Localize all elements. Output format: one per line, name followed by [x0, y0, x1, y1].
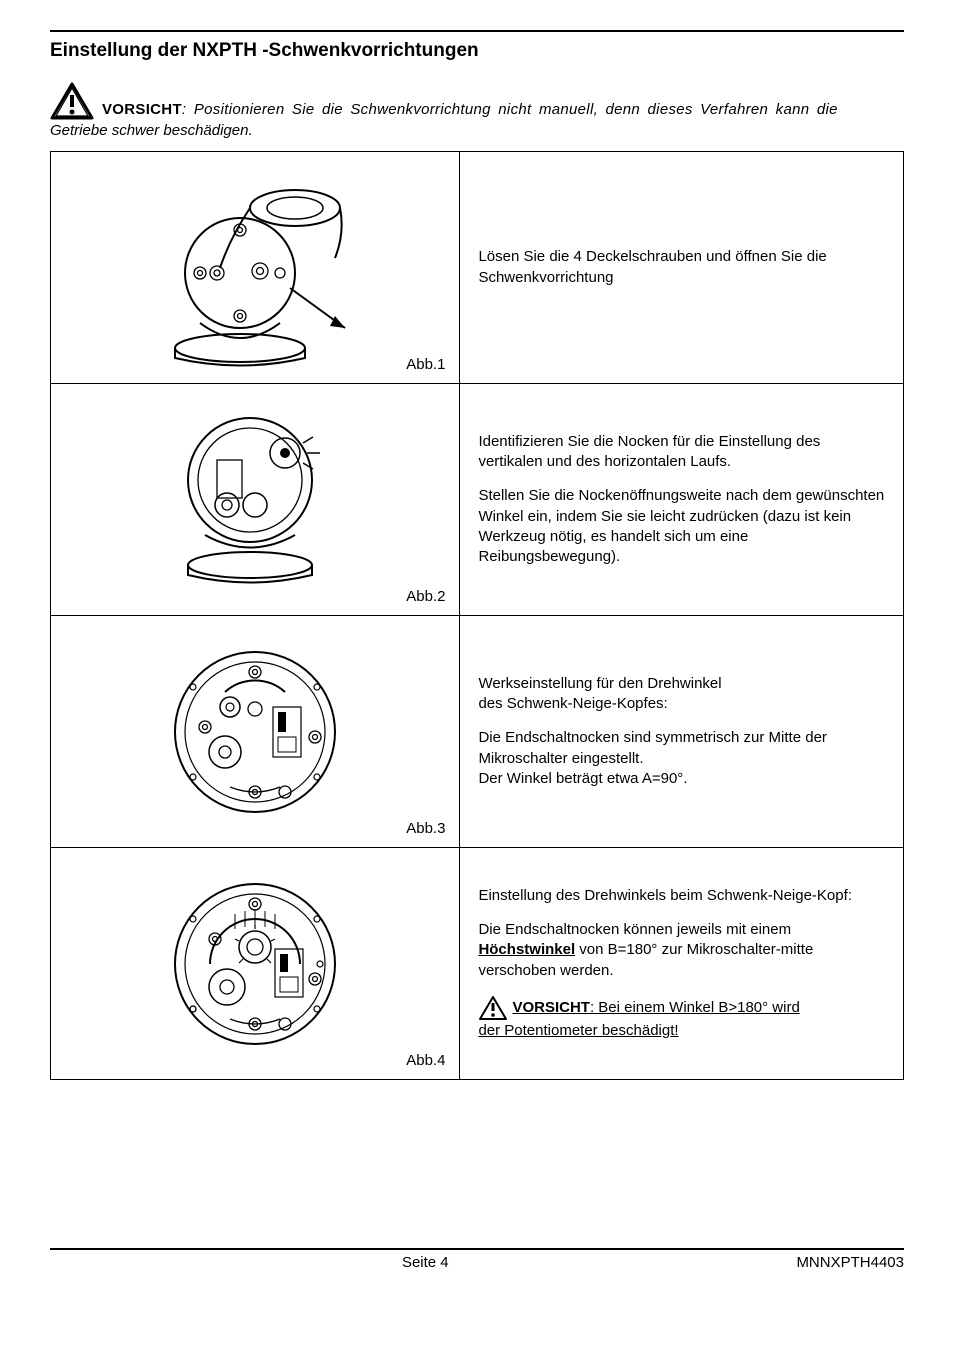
- instruction-text: Einstellung des Drehwinkels beim Schwenk…: [478, 886, 885, 906]
- table-row: Abb.1 Lösen Sie die 4 Deckelschrauben un…: [51, 152, 904, 384]
- desc-cell-3: Werkseinstellung für den Drehwinkel des …: [460, 616, 904, 848]
- warning-text: : Bei einem Winkel B>180° wird: [590, 999, 800, 1016]
- warning-label: VORSICHT: [102, 101, 182, 118]
- warning-label: VORSICHT: [512, 999, 590, 1016]
- top-rule: [50, 30, 904, 32]
- warning-icon: [478, 995, 508, 1021]
- table-row: Abb.4 Einstellung des Drehwinkels beim S…: [51, 848, 904, 1080]
- desc-cell-4: Einstellung des Drehwinkels beim Schwenk…: [460, 848, 904, 1080]
- footer-spacer: [50, 1254, 54, 1271]
- instruction-text: Lösen Sie die 4 Deckelschrauben und öffn…: [478, 247, 885, 288]
- figure-cell-2: Abb.2: [51, 384, 460, 616]
- instruction-text: Werkseinstellung für den Drehwinkel des …: [478, 674, 885, 715]
- warning-icon: [50, 82, 94, 120]
- section-title: Einstellung der NXPTH -Schwenkvorrichtun…: [50, 40, 904, 62]
- instruction-text: Stellen Sie die Nockenöffnungsweite nach…: [478, 486, 885, 567]
- warning-text-line2: Getriebe schwer beschädigen.: [50, 122, 904, 139]
- text: Der Winkel beträgt etwa A=90°.: [478, 770, 687, 787]
- table-row: Abb.3 Werkseinstellung für den Drehwinke…: [51, 616, 904, 848]
- page-number: Seite 4: [402, 1254, 449, 1271]
- figure-caption: Abb.3: [406, 820, 445, 837]
- document-id: MNNXPTH4403: [796, 1254, 904, 1271]
- pan-tilt-open-diagram: [145, 168, 365, 368]
- page-footer: Seite 4 MNNXPTH4403: [50, 1248, 904, 1271]
- text: Werkseinstellung für den Drehwinkel: [478, 675, 721, 692]
- figure-caption: Abb.1: [406, 356, 445, 373]
- table-row: Abb.2 Identifizieren Sie die Nocken für …: [51, 384, 904, 616]
- max-angle-label: Höchstwinkel: [478, 941, 575, 958]
- text: Die Endschaltnocken sind symmetrisch zur…: [478, 729, 826, 766]
- instruction-table: Abb.1 Lösen Sie die 4 Deckelschrauben un…: [50, 151, 904, 1080]
- max-angle-diagram: [155, 869, 355, 1059]
- footer-rule: [50, 1248, 904, 1250]
- figure-cell-4: Abb.4: [51, 848, 460, 1080]
- warning-text: der Potentiometer beschädigt!: [478, 1022, 678, 1039]
- text: des Schwenk-Neige-Kopfes:: [478, 695, 667, 712]
- figure-cell-1: Abb.1: [51, 152, 460, 384]
- cam-adjust-diagram: [155, 405, 355, 595]
- desc-cell-2: Identifizieren Sie die Nocken für die Ei…: [460, 384, 904, 616]
- warning-text-line1: VORSICHT: Positionieren Sie die Schwenkv…: [102, 100, 904, 120]
- figure-cell-3: Abb.3: [51, 616, 460, 848]
- instruction-text: Die Endschaltnocken sind symmetrisch zur…: [478, 728, 885, 789]
- instruction-text: Identifizieren Sie die Nocken für die Ei…: [478, 432, 885, 473]
- figure-caption: Abb.4: [406, 1052, 445, 1069]
- text: Die Endschaltnocken können jeweils mit e…: [478, 921, 791, 938]
- warning-line1: : Positionieren Sie die Schwenkvorrichtu…: [182, 101, 838, 118]
- factory-angle-diagram: [155, 637, 355, 827]
- figure-caption: Abb.2: [406, 588, 445, 605]
- instruction-text: Die Endschaltnocken können jeweils mit e…: [478, 920, 885, 981]
- desc-cell-1: Lösen Sie die 4 Deckelschrauben und öffn…: [460, 152, 904, 384]
- inline-warning-block: VORSICHT: Bei einem Winkel B>180° wird de…: [478, 995, 885, 1041]
- warning-block: VORSICHT: Positionieren Sie die Schwenkv…: [50, 82, 904, 120]
